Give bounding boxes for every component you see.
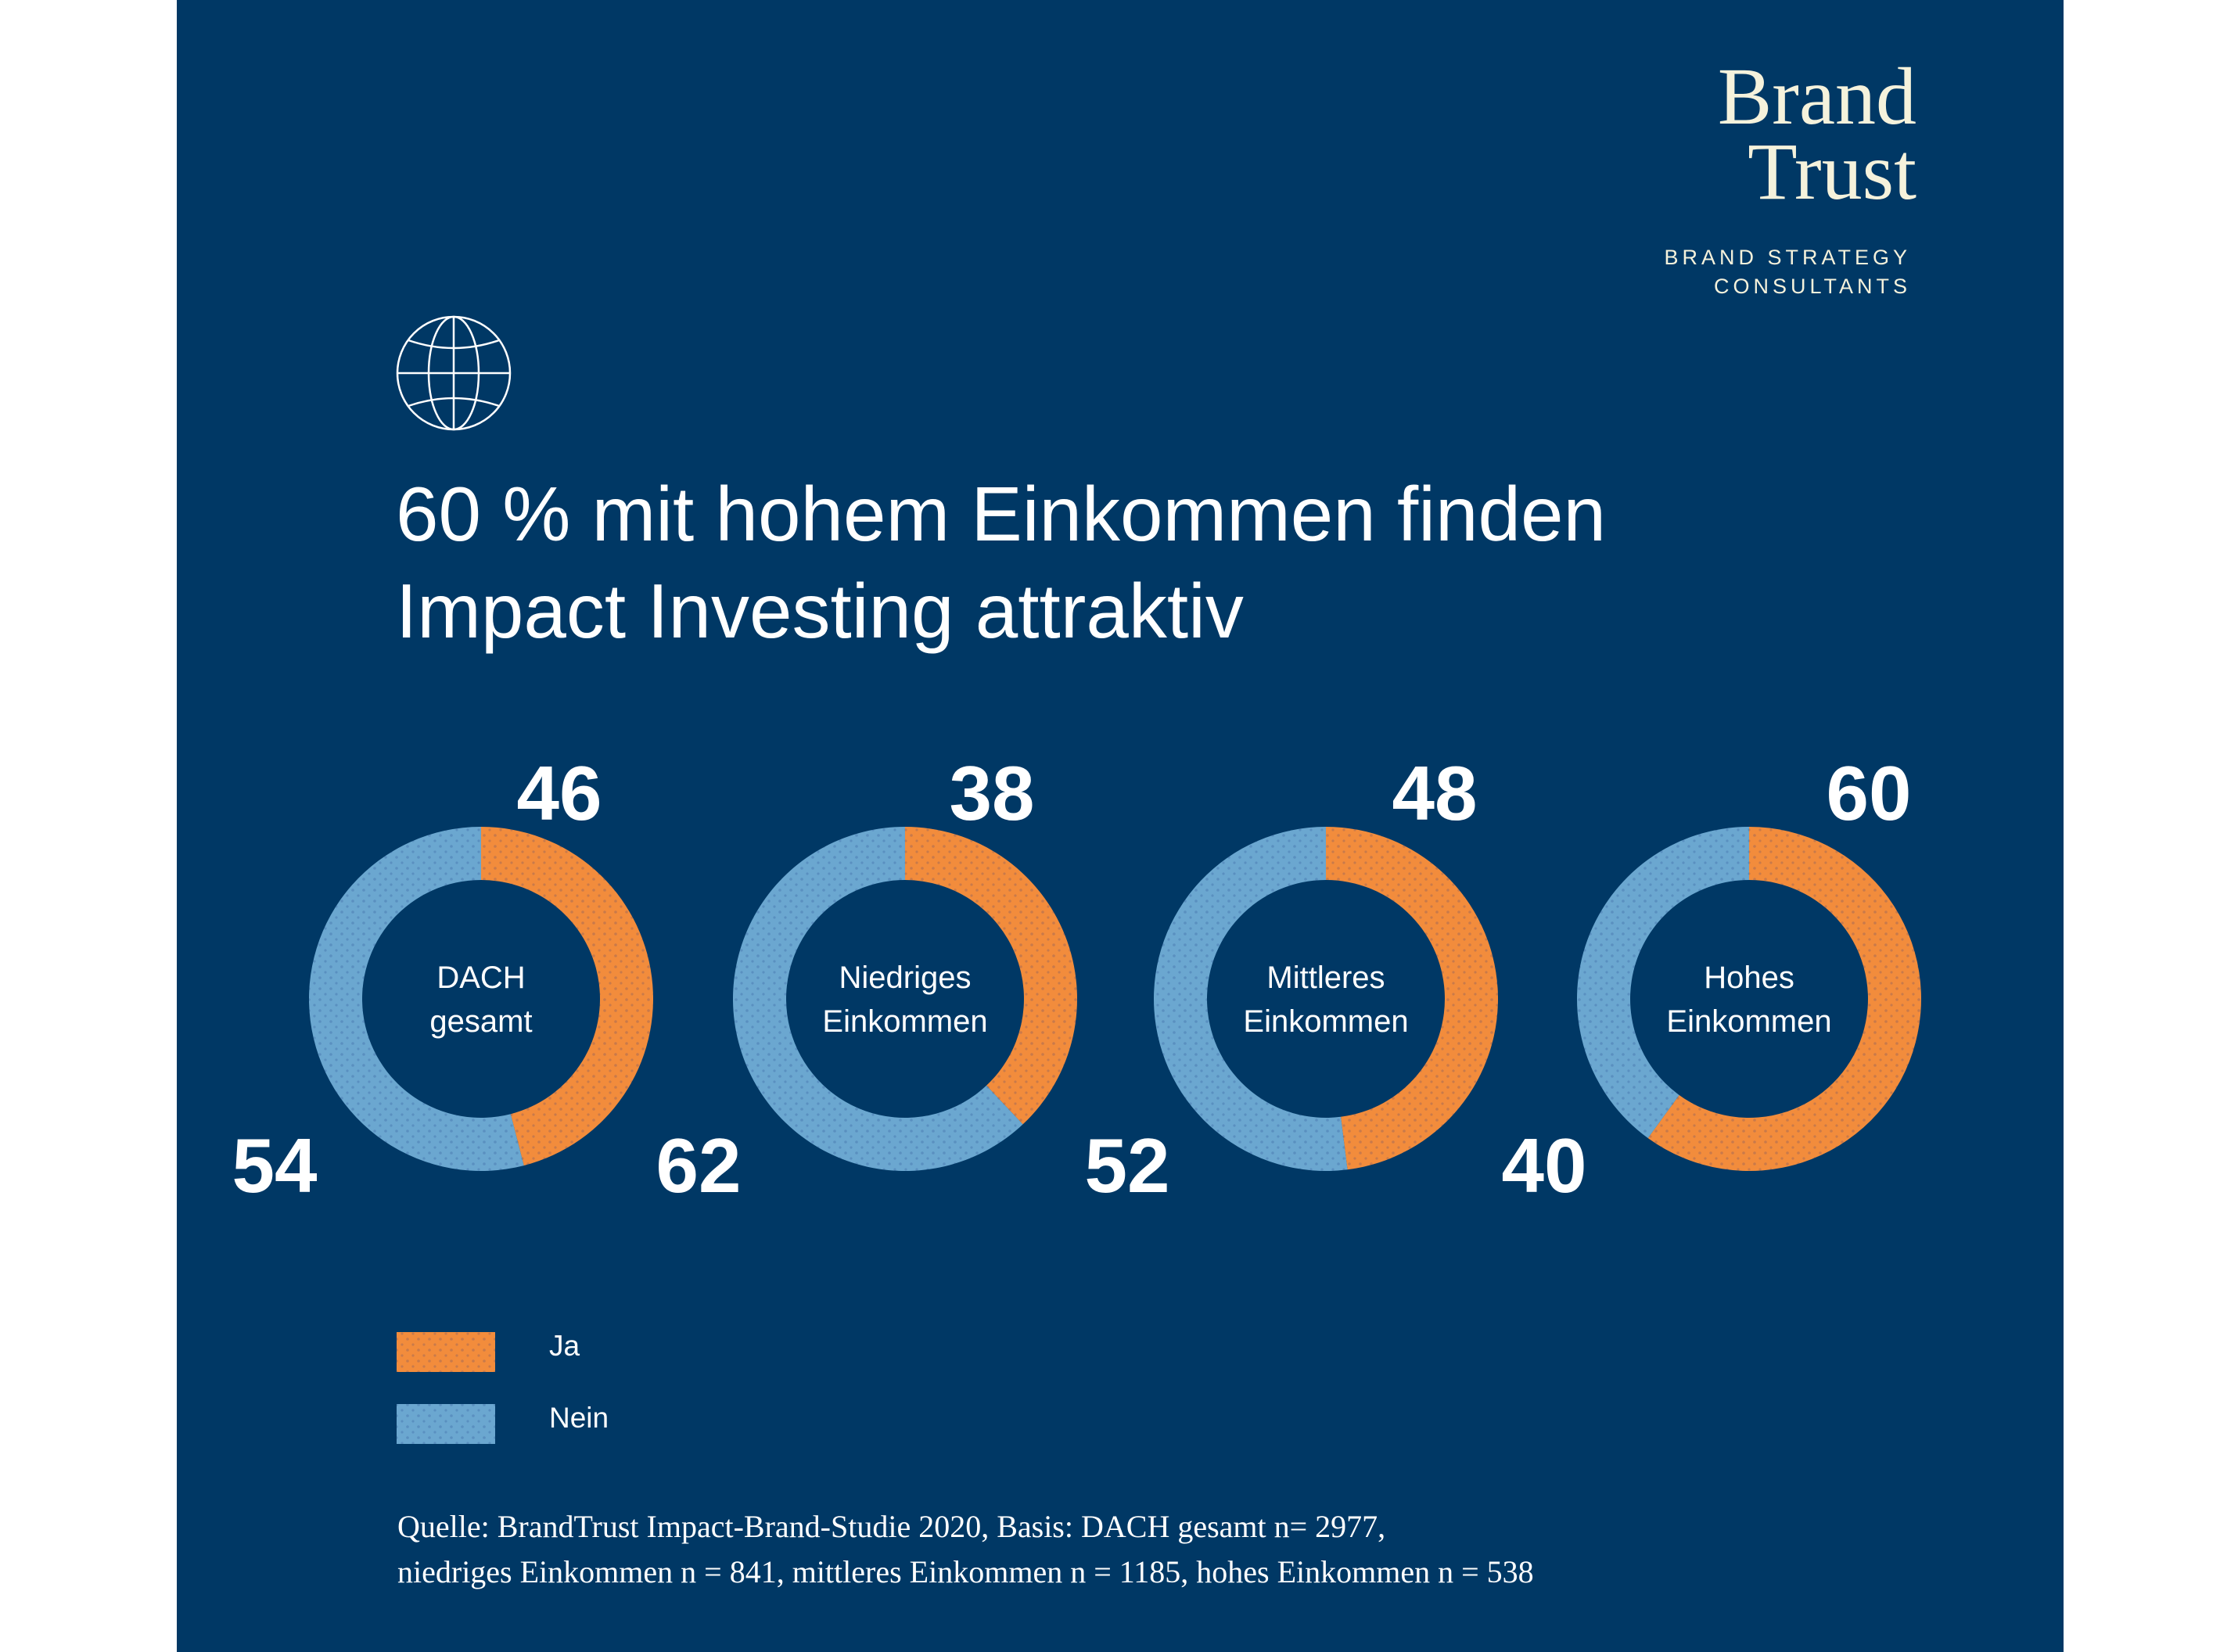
donut-slice-nein — [732, 827, 1023, 1171]
data-label-nein: 52 — [1084, 1122, 1169, 1208]
donut-slice-ja — [481, 827, 653, 1166]
donut-slice-nein — [1576, 827, 1749, 1138]
logo-brand: Brand — [1717, 52, 1916, 142]
donut-center-label: Hohes — [1704, 961, 1794, 995]
legend-label-nein: Nein — [549, 1402, 609, 1434]
donut-center-label: Einkommen — [1243, 1004, 1408, 1039]
data-label-ja: 60 — [1826, 750, 1911, 836]
title-line-2: Impact Investing attraktiv — [396, 568, 1244, 654]
data-label-nein: 62 — [656, 1122, 741, 1208]
data-label-ja: 38 — [949, 750, 1034, 836]
donut-slice-ja — [1647, 827, 1921, 1172]
title-line-1: 60 % mit hohem Einkommen finden — [396, 471, 1606, 557]
source-line-1: Quelle: BrandTrust Impact-Brand-Studie 2… — [397, 1509, 1386, 1544]
infographic-panel — [177, 0, 2064, 1652]
logo-tagline-1: BRAND STRATEGY — [1664, 246, 1911, 269]
source-line-2: niedriges Einkommen n = 841, mittleres E… — [397, 1554, 1534, 1589]
donut-slice-ja — [1326, 827, 1498, 1170]
legend-label-ja: Ja — [549, 1330, 580, 1362]
legend-swatch-nein — [397, 1404, 495, 1444]
donut-center-label: Einkommen — [1666, 1004, 1831, 1039]
donut-slice-nein — [1153, 827, 1348, 1172]
globe-icon — [396, 315, 512, 431]
donut-center-label: gesamt — [429, 1004, 532, 1039]
legend-swatch-ja — [397, 1332, 495, 1372]
data-label-nein: 54 — [232, 1122, 317, 1208]
donut-center-label: Niedriges — [839, 961, 972, 995]
logo-tagline-2: CONSULTANTS — [1713, 275, 1911, 298]
donut-slice-nein — [308, 827, 524, 1172]
donut-center-label: Einkommen — [822, 1004, 987, 1039]
data-label-ja: 48 — [1392, 750, 1477, 836]
donut-center-label: DACH — [436, 961, 525, 995]
data-label-nein: 40 — [1501, 1122, 1586, 1208]
logo-trust: Trust — [1748, 127, 1916, 217]
donut-center-label: Mittleres — [1266, 961, 1385, 995]
data-label-ja: 46 — [516, 750, 602, 836]
donut-slice-ja — [905, 827, 1077, 1125]
